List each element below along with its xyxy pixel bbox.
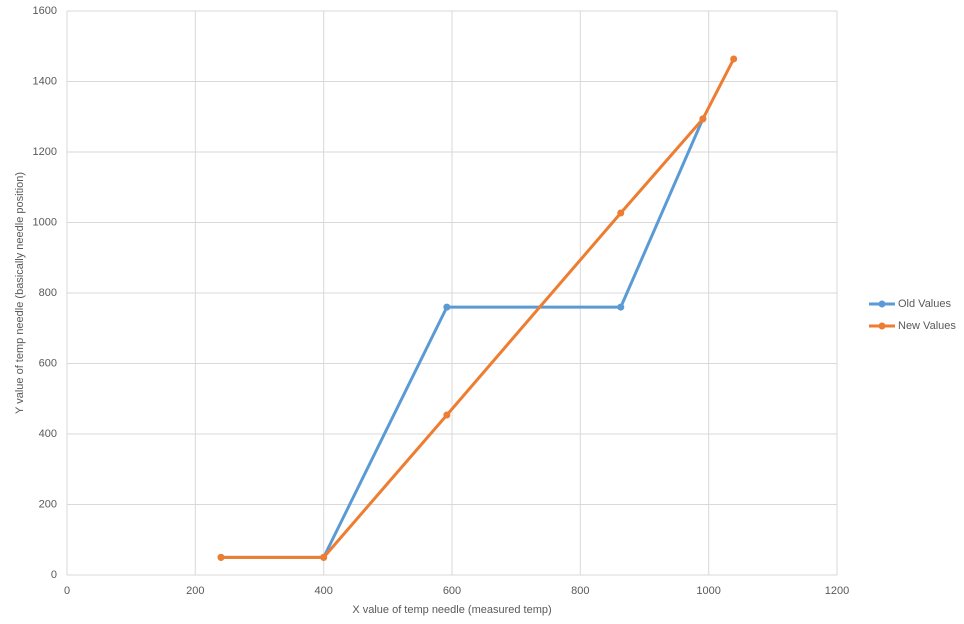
x-axis-title: X value of temp needle (measured temp) [352,604,551,616]
x-tick-label: 200 [186,585,204,597]
x-tick-label: 1000 [696,585,720,597]
y-tick-label: 1000 [33,216,57,228]
legend-label: New Values [898,320,956,332]
y-tick-label: 1400 [33,75,57,87]
y-axis-title: Y value of temp needle (basically needle… [14,172,26,414]
y-tick-label: 1600 [33,5,57,17]
data-point [217,553,225,561]
y-tick-label: 600 [39,357,57,369]
data-point [617,209,625,217]
data-point [699,115,707,123]
series-line [221,58,736,559]
x-tick-label: 800 [571,585,589,597]
data-point [617,303,625,311]
y-tick-label: 800 [39,287,57,299]
x-tick-label: 1200 [825,585,849,597]
y-tick-label: 1200 [33,146,57,158]
legend-marker [878,322,886,330]
x-tick-label: 400 [314,585,332,597]
y-tick-label: 0 [51,569,57,581]
legend-label: Old Values [898,298,951,310]
data-point [320,553,328,561]
x-tick-label: 0 [64,585,70,597]
y-tick-label: 200 [39,498,57,510]
data-point [730,55,738,63]
data-point [443,411,451,419]
data-point [443,303,451,311]
x-tick-label: 600 [443,585,461,597]
y-tick-label: 400 [39,428,57,440]
legend-marker [878,300,886,308]
series-line [221,118,705,559]
